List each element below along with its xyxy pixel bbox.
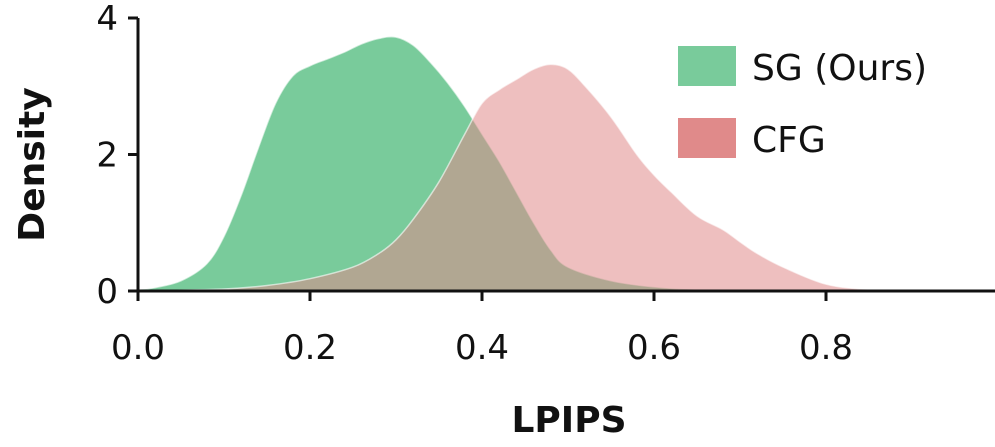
y-tick-label: 2 [96,136,118,176]
legend: SG (Ours) CFG [678,46,927,161]
x-tick-label: 0.4 [455,328,509,368]
y-axis-label: Density [12,87,53,241]
y-tick-label: 4 [96,0,118,39]
x-axis-label: LPIPS [511,400,626,441]
x-tick-label: 0.2 [283,328,337,368]
series-layer [137,35,913,292]
x-tick-label: 0.8 [799,328,853,368]
legend-swatch [678,46,736,86]
legend-swatch [678,118,736,158]
x-tick-label: 0.0 [111,328,165,368]
y-tick-label: 0 [96,272,118,312]
density-area-cfg [137,63,913,292]
legend-label: SG (Ours) [752,48,927,89]
axes: 0.0 0.2 0.4 0.6 0.8 0 2 4 LPIPS Density [12,0,995,441]
legend-label: CFG [752,120,826,161]
x-tick-label: 0.6 [627,328,681,368]
